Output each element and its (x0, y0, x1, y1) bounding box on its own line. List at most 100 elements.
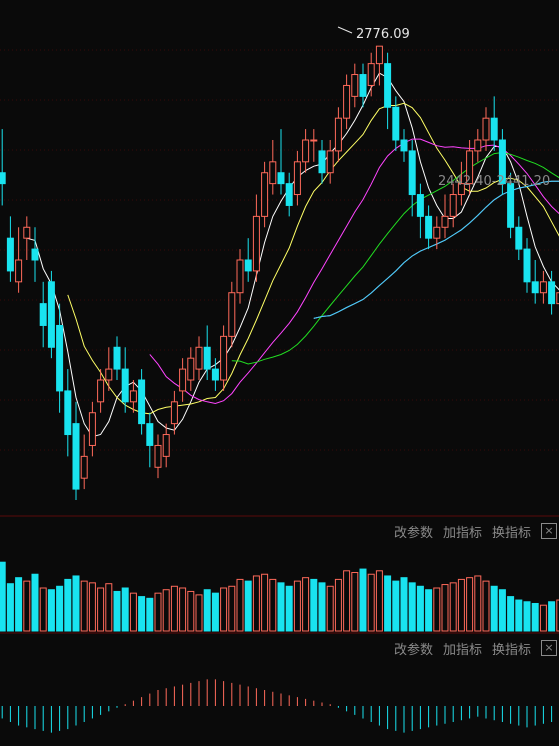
candle-body (56, 324, 64, 392)
volume-bar (302, 577, 310, 632)
candle-body (334, 117, 342, 152)
candle-body (105, 368, 113, 381)
volume-bar (244, 580, 252, 632)
candle (433, 216, 441, 250)
candle (416, 183, 424, 239)
candle (88, 401, 96, 457)
candle (236, 249, 244, 304)
candle-body (64, 390, 72, 436)
candle (400, 129, 408, 162)
volume-bar (392, 580, 400, 632)
candle-body (302, 139, 310, 163)
candle (261, 161, 269, 228)
candle (6, 216, 14, 282)
candle (269, 140, 277, 195)
ma120-line (313, 180, 559, 319)
volume-bar (351, 572, 359, 632)
volume-bar (146, 597, 154, 632)
candle-body (466, 150, 474, 185)
add-indicator-button[interactable]: 加指标 (442, 642, 482, 658)
add-indicator-button[interactable]: 加指标 (442, 525, 482, 541)
volume-bar (97, 587, 105, 632)
candle-body (457, 183, 465, 196)
close-icon[interactable]: × (541, 640, 557, 656)
close-icon[interactable]: × (541, 523, 557, 539)
change-params-button[interactable]: 改参数 (393, 642, 433, 658)
candle-body (367, 63, 375, 86)
volume-bar (326, 585, 334, 632)
candle (556, 292, 559, 305)
volume-bar (211, 592, 219, 632)
candle (359, 63, 367, 108)
candle (162, 423, 170, 468)
candle (15, 227, 23, 293)
candle-body (203, 346, 211, 370)
volume-bar (15, 577, 23, 632)
high-price-label: 2776.09 (356, 27, 410, 42)
candle (146, 412, 154, 468)
candle-body (482, 117, 490, 141)
volume-bar (6, 583, 14, 632)
volume-bar (367, 573, 375, 632)
volume-bar (203, 589, 211, 632)
candle (523, 238, 531, 293)
candle (449, 183, 457, 228)
candle-body (515, 226, 523, 250)
volume-bar (269, 578, 277, 632)
candle-body (261, 172, 269, 217)
volume-bar (334, 578, 342, 632)
candle-body (523, 248, 531, 283)
volume-bar (293, 580, 301, 632)
ma30-line (231, 151, 559, 365)
volume-bar (498, 589, 506, 632)
volume-bar (523, 601, 531, 632)
candle (31, 227, 39, 282)
volume-bar (170, 585, 178, 632)
volume-bar (220, 587, 228, 632)
volume-bar (400, 577, 408, 632)
high-marker-arrow (337, 26, 353, 34)
candle-body (0, 172, 6, 185)
volume-bar (531, 602, 539, 632)
candle (47, 270, 55, 359)
candle (334, 107, 342, 162)
candle (0, 129, 6, 206)
candle (113, 336, 121, 380)
volume-bar (425, 589, 433, 632)
candle-body (170, 401, 178, 425)
candle (326, 140, 334, 184)
candle (244, 238, 252, 282)
volume-bar (47, 589, 55, 632)
volume-bar (416, 585, 424, 632)
volume-bar (56, 585, 64, 632)
candle (228, 281, 236, 348)
candle (425, 205, 433, 250)
candle-body (129, 390, 137, 403)
candle-body (408, 150, 416, 196)
volume-bar (0, 561, 6, 632)
volume-bar (318, 582, 326, 632)
candle (375, 45, 383, 86)
volume-bar (39, 587, 47, 632)
candle-body (425, 215, 433, 239)
volume-bar (449, 582, 457, 632)
candle (195, 336, 203, 380)
volume-bar (162, 589, 170, 632)
candle-body (285, 183, 293, 206)
candle-body (179, 368, 187, 392)
candle-body (416, 194, 424, 217)
change-params-button[interactable]: 改参数 (393, 525, 433, 541)
candle (252, 194, 260, 282)
candle (482, 107, 490, 151)
volume-bar (105, 583, 113, 632)
candle-body (23, 226, 31, 239)
swap-indicator-button[interactable]: 换指标 (491, 525, 531, 541)
volume-bar (277, 582, 285, 632)
swap-indicator-button[interactable]: 换指标 (491, 642, 531, 658)
candle-body (80, 455, 88, 479)
candle-body (326, 150, 334, 174)
candle (293, 150, 301, 206)
candle (179, 358, 187, 402)
candle (220, 325, 228, 391)
